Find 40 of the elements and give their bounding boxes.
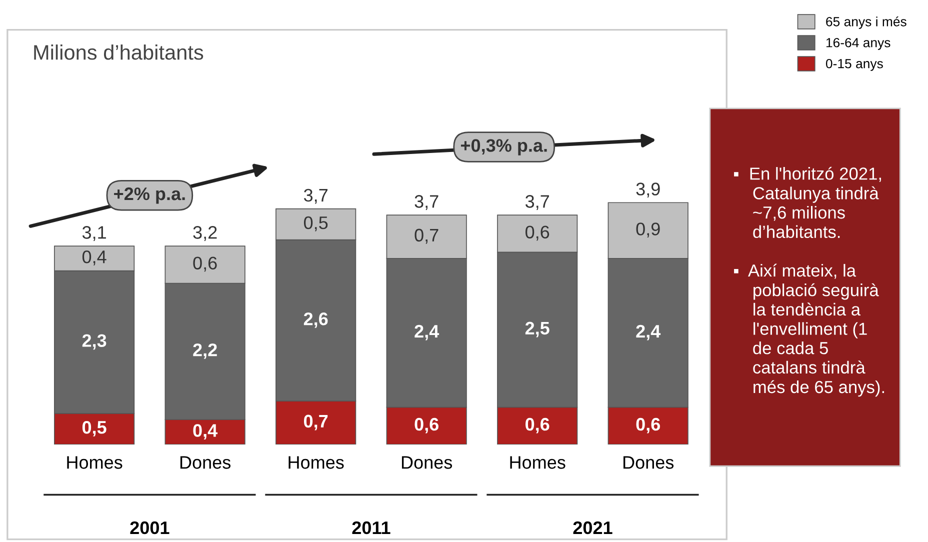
total-label: 3,9 (636, 182, 660, 198)
data-label: 0,6 (193, 256, 217, 272)
x-tick-label: Dones (180, 456, 231, 469)
x-tick-label: Homes (510, 456, 566, 469)
data-label: 2,4 (636, 324, 661, 340)
data-label: 0,6 (526, 418, 550, 434)
x-tick-label: Dones (402, 456, 452, 469)
total-label: 3,7 (525, 195, 549, 210)
data-label: 0,6 (414, 418, 438, 434)
annotation: +2% p.a. (114, 187, 185, 204)
total-label: 3,1 (82, 226, 106, 241)
total-label: 3,7 (414, 195, 438, 210)
x-tick-label: Homes (288, 456, 344, 469)
x-tick-label: Dones (623, 456, 674, 469)
data-label: 0,4 (193, 424, 218, 440)
text: 2021 (573, 521, 612, 534)
legend-label: 65 anys i més (826, 16, 906, 29)
text: ▪ En l'horitzó 2021, Catalunya tindrà ~7,6 milions d’habitants. ▪ Així mateix, la població seguirà la tendència a l'envelliment (1 de cada 5 catalans tindrà més de 65 anys). (734, 166, 884, 397)
data-label: 0,6 (636, 418, 660, 434)
total-label: 3,7 (304, 188, 328, 204)
text: +0,3% p.a. (460, 139, 547, 156)
data-label: 2,2 (193, 343, 217, 359)
data-label: 0,7 (304, 414, 328, 430)
chart-title: Milions d’habitants (34, 44, 204, 60)
data-label: 2,6 (304, 312, 328, 328)
data-label: 0,5 (304, 216, 328, 232)
legend-label: 16-64 anys (826, 38, 890, 50)
data-label: 0,5 (82, 421, 106, 436)
data-label: 0,6 (526, 226, 550, 241)
data-label: 2,4 (414, 324, 440, 340)
data-label: 2,3 (82, 334, 106, 350)
total-label: 3,2 (193, 226, 217, 241)
text: 2001 (130, 521, 170, 534)
legend-label: 0-15 anys (826, 58, 883, 71)
data-label: 2,5 (525, 322, 550, 338)
data-label: 0,4 (82, 250, 106, 266)
x-tick-label: Homes (67, 456, 122, 469)
data-label: 0,7 (414, 228, 438, 244)
data-label: 0,9 (636, 222, 660, 238)
text: 2011 (352, 521, 390, 534)
